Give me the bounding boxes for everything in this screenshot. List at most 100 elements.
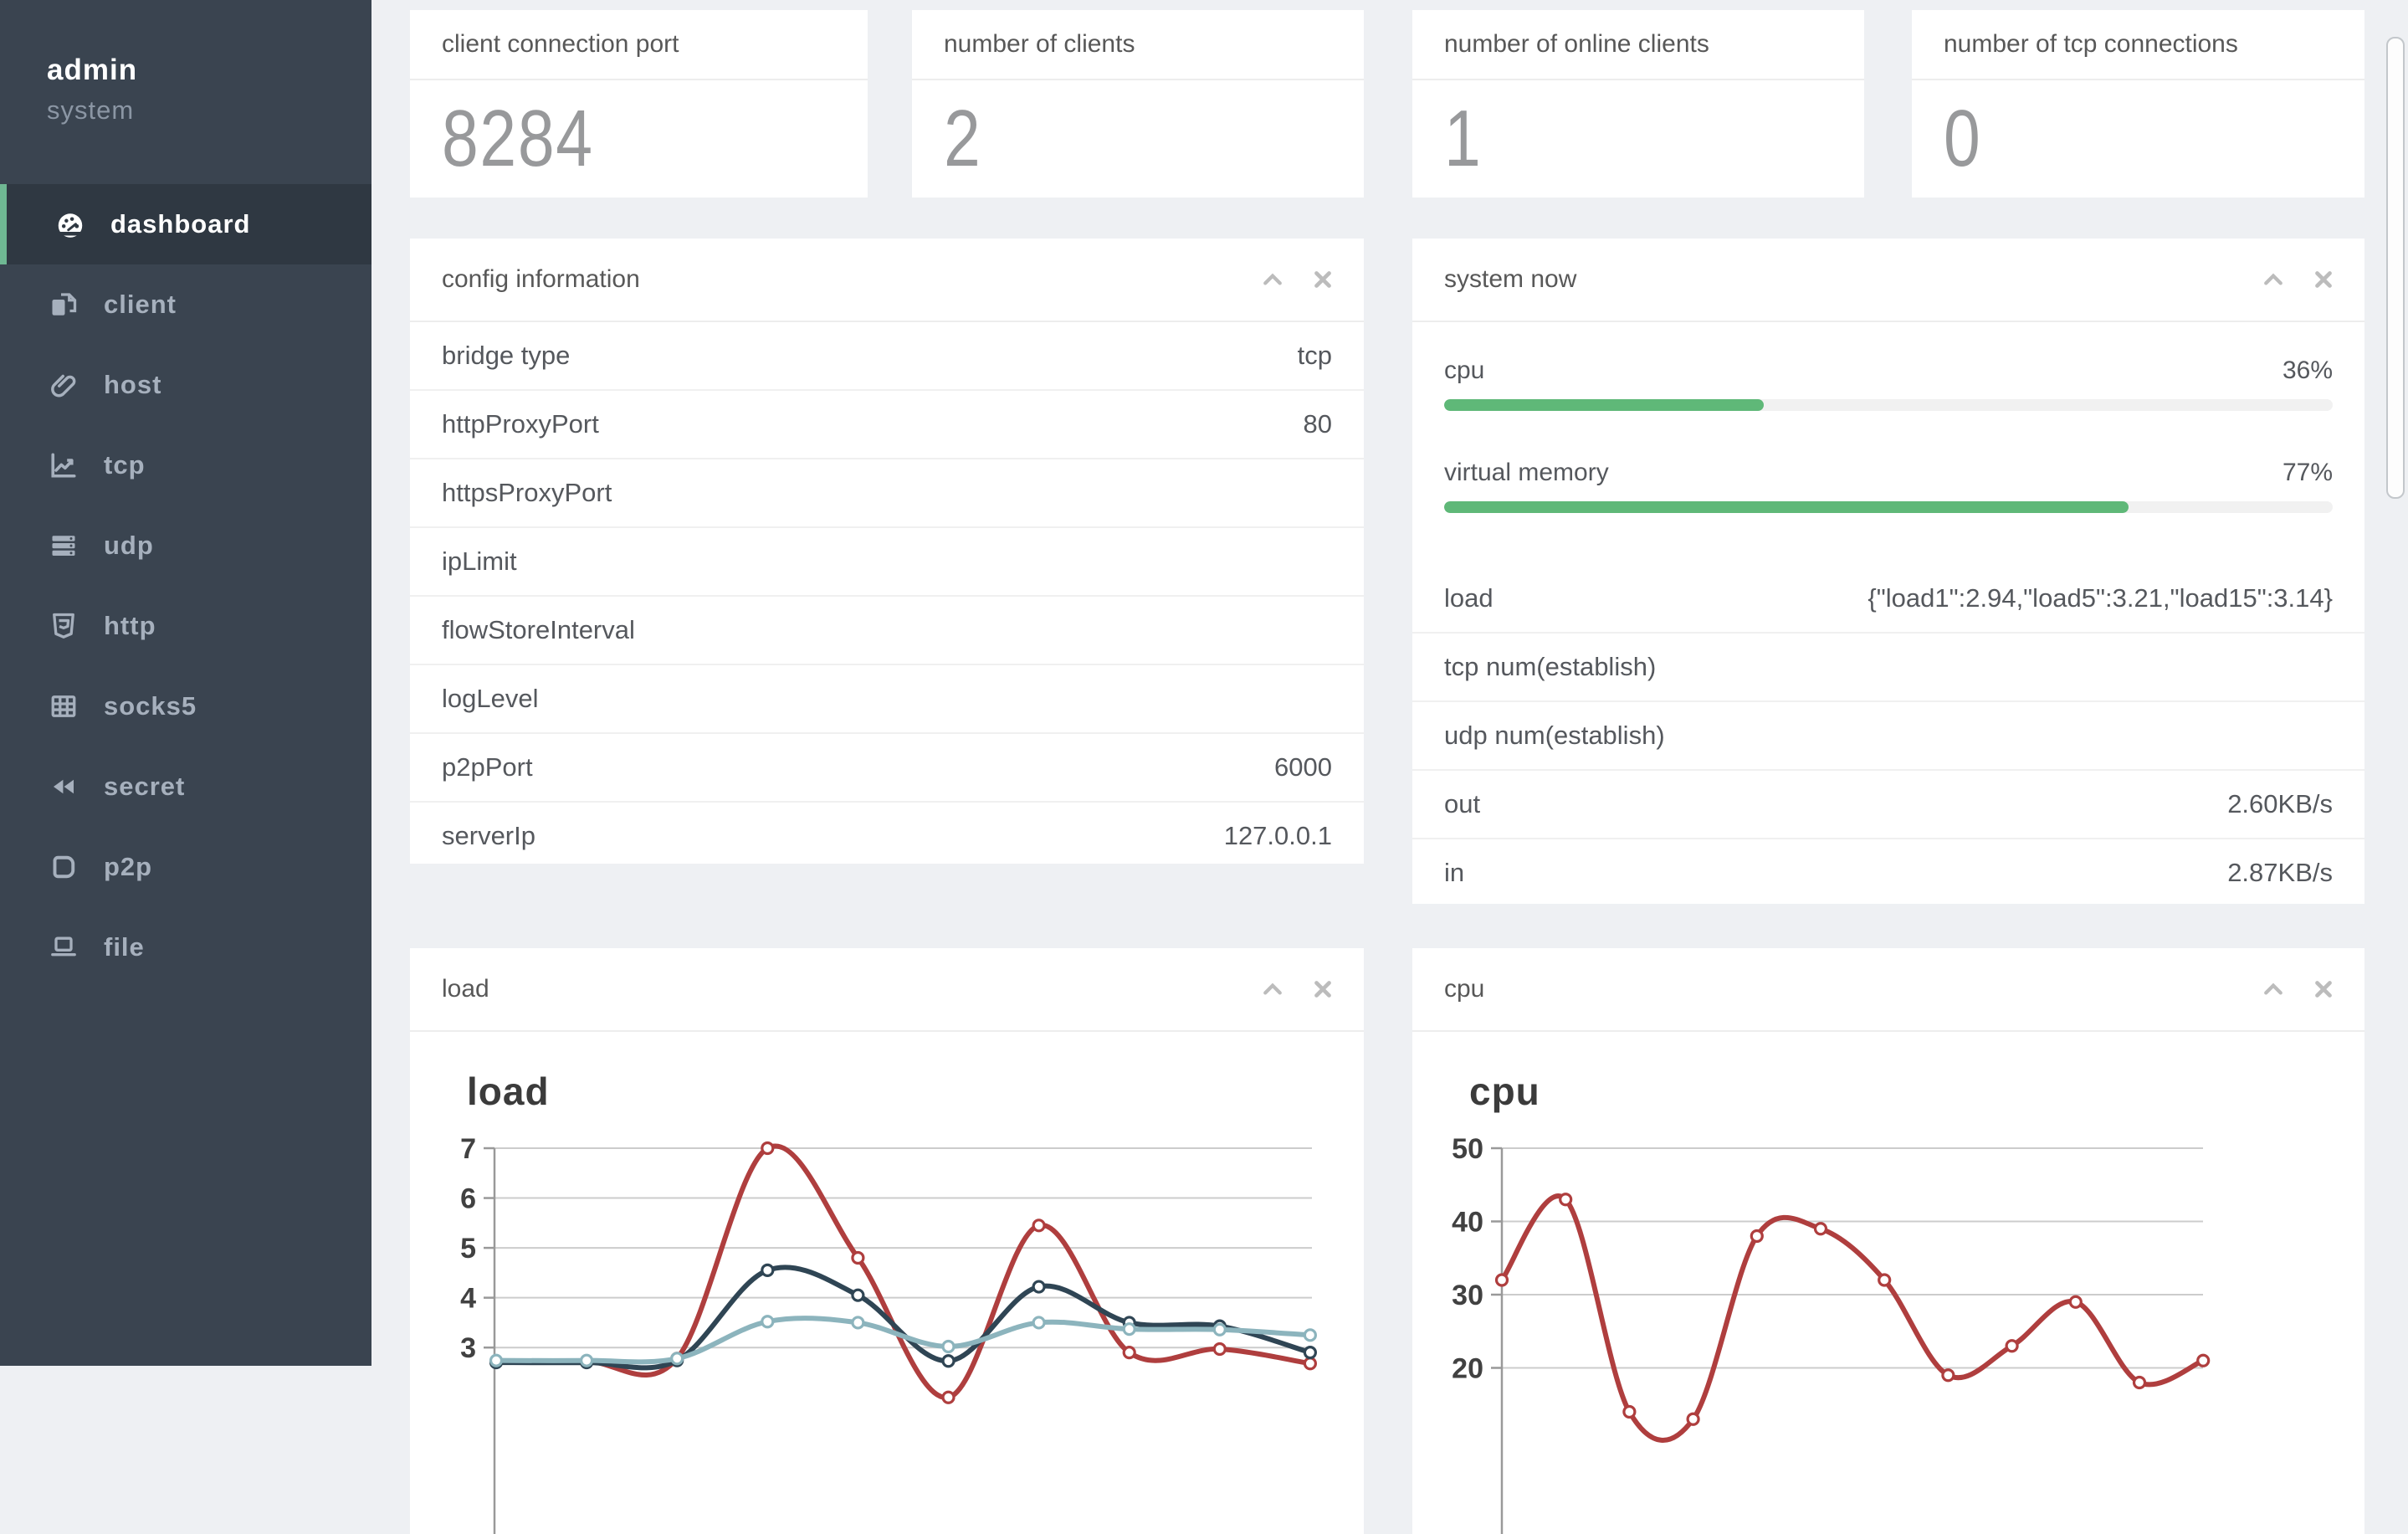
load-line-chart: 7 6 5 4 3 (460, 1133, 1318, 1534)
row-label: p2pPort (442, 752, 533, 782)
sidebar-item-label: p2p (104, 852, 153, 881)
table-row: load {"load1":2.94,"load5":3.21,"load15":… (1412, 565, 2364, 634)
table-row: bridge type tcp (410, 322, 1364, 391)
table-row: out 2.60KB/s (1412, 771, 2364, 839)
sidebar-item-file[interactable]: file (0, 907, 371, 988)
sidebar-item-label: host (104, 370, 162, 399)
row-value: 80 (1303, 409, 1332, 439)
table-row: ipLimit (410, 528, 1364, 597)
row-label: bridge type (442, 341, 571, 370)
collapse-icon[interactable] (1260, 267, 1285, 292)
collapse-icon[interactable] (2261, 977, 2286, 1002)
progress-bar (1444, 501, 2333, 513)
row-value: tcp (1297, 341, 1332, 370)
row-label: tcp num(establish) (1444, 652, 1657, 681)
row-label: udp num(establish) (1444, 721, 1665, 750)
row-label: serverIp (442, 821, 535, 850)
row-label: load (1444, 583, 1493, 613)
load-chart-panel: load load 7 6 5 4 3 (410, 948, 1364, 1534)
table-row: logLevel (410, 665, 1364, 734)
svg-text:6: 6 (460, 1183, 476, 1215)
gauge-percent: 36% (2282, 357, 2333, 384)
stat-card-value: 2 (944, 94, 982, 183)
panel-header: cpu (1412, 948, 2364, 1032)
close-icon[interactable] (2311, 267, 2336, 292)
gauge-percent: 77% (2282, 459, 2333, 486)
sidebar-item-client[interactable]: client (0, 264, 371, 345)
stat-card-value: 8284 (442, 94, 594, 183)
row-label: httpsProxyPort (442, 478, 612, 507)
panel-header: config information (410, 239, 1364, 322)
laptop-icon (49, 932, 79, 962)
row-label: logLevel (442, 684, 539, 713)
sidebar-item-host[interactable]: host (0, 345, 371, 425)
sidebar-item-udp[interactable]: udp (0, 505, 371, 586)
paperclip-icon (49, 370, 79, 400)
table-row: udp num(establish) (1412, 702, 2364, 771)
client-icon (49, 290, 79, 320)
collapse-icon[interactable] (2261, 267, 2286, 292)
table-icon (49, 691, 79, 721)
stat-card-label: number of online clients (1412, 10, 1864, 80)
sidebar-item-secret[interactable]: secret (0, 746, 371, 827)
svg-text:3: 3 (460, 1332, 476, 1364)
stat-card-value: 1 (1444, 94, 1483, 183)
sidebar-item-label: http (104, 611, 156, 640)
backward-icon (49, 772, 79, 802)
gauge-cpu: cpu 36% (1444, 354, 2333, 411)
table-row: serverIp 127.0.0.1 (410, 803, 1364, 864)
panel-title: system now (1444, 265, 1577, 293)
close-icon[interactable] (1310, 267, 1335, 292)
sidebar: admin system dashboard client host tcp udp ht… (0, 0, 371, 1366)
row-label: httpProxyPort (442, 409, 599, 439)
row-label: flowStoreInterval (442, 615, 635, 644)
sidebar-menu: dashboard client host tcp udp http socks5 secre… (0, 184, 371, 988)
row-label: ipLimit (442, 546, 517, 576)
chart-title: cpu (1469, 1070, 1540, 1113)
sidebar-item-label: tcp (104, 450, 146, 480)
row-value: 127.0.0.1 (1223, 821, 1332, 850)
sidebar-item-http[interactable]: http (0, 586, 371, 666)
sidebar-item-label: secret (104, 772, 186, 801)
gauge-virtual-memory: virtual memory 77% (1444, 456, 2333, 513)
gauge-label: cpu (1444, 357, 1485, 384)
sidebar-item-label: dashboard (110, 209, 251, 239)
cpu-chart-panel: cpu cpu 50 40 30 20 (1412, 948, 2364, 1534)
stat-card: number of tcp connections 0 (1912, 10, 2364, 198)
svg-text:20: 20 (1452, 1353, 1483, 1385)
svg-text:5: 5 (460, 1233, 476, 1265)
dashboard-icon (55, 209, 85, 239)
config-rows: bridge type tcp httpProxyPort 80 httpsProxyP… (410, 322, 1364, 864)
user-role: system (47, 95, 135, 125)
panel-title: cpu (1444, 975, 1485, 1003)
sidebar-item-label: client (104, 290, 177, 319)
collapse-icon[interactable] (1260, 977, 1285, 1002)
svg-text:40: 40 (1452, 1207, 1483, 1239)
sidebar-item-socks5[interactable]: socks5 (0, 666, 371, 746)
svg-text:30: 30 (1452, 1280, 1483, 1311)
table-row: httpProxyPort 80 (410, 391, 1364, 459)
panel-header: load (410, 948, 1364, 1032)
cpu-line-chart: 50 40 30 20 (1452, 1133, 2211, 1534)
stat-card: client connection port 8284 (410, 10, 868, 198)
sidebar-item-p2p[interactable]: p2p (0, 827, 371, 907)
panel-header: system now (1412, 239, 2364, 322)
close-icon[interactable] (2311, 977, 2336, 1002)
svg-text:7: 7 (460, 1133, 476, 1165)
server-icon (49, 531, 79, 561)
user-name: admin (47, 54, 138, 86)
system-gauges: cpu 36% virtual memory 77% (1412, 322, 2364, 565)
stat-card-value: 0 (1944, 94, 1982, 183)
system-now-panel: system now cpu 36% virtual memory 77% load {… (1412, 239, 2364, 904)
sidebar-item-dashboard[interactable]: dashboard (0, 184, 371, 264)
table-row: flowStoreInterval (410, 597, 1364, 665)
sidebar-item-label: file (104, 932, 145, 962)
panel-title: config information (442, 265, 640, 293)
sidebar-item-label: socks5 (104, 691, 197, 721)
table-row: httpsProxyPort (410, 459, 1364, 528)
sidebar-item-tcp[interactable]: tcp (0, 425, 371, 505)
row-value: {"load1":2.94,"load5":3.21,"load15":3.14… (1867, 583, 2333, 613)
scrollbar-thumb[interactable] (2386, 37, 2405, 499)
chart-title: load (467, 1070, 550, 1113)
close-icon[interactable] (1310, 977, 1335, 1002)
